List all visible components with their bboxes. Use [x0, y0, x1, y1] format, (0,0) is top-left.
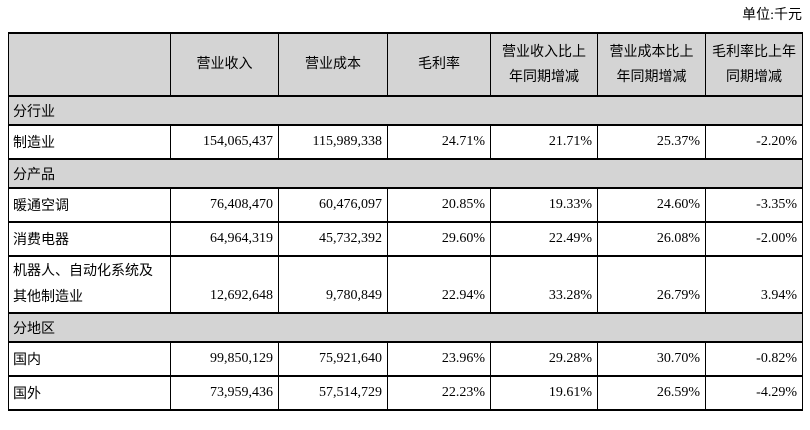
- cell-cost-yoy: 26.08%: [597, 221, 706, 257]
- cell-cost-yoy: 25.37%: [597, 124, 706, 160]
- cell-segment-label: 国内: [8, 341, 171, 377]
- cell-revenue-yoy: 33.28%: [490, 255, 598, 314]
- segment-label-line: 其他制造业: [13, 289, 83, 305]
- header-row: 营业收入 营业成本 毛利率 营业收入比上 年同期增减 营业成本比上 年同期增减 毛利…: [8, 32, 803, 97]
- header-label: 同期增减: [726, 69, 782, 85]
- header-cell-revenue: 营业收入: [170, 32, 279, 97]
- cell-revenue: 12,692,648: [170, 255, 279, 314]
- header-label: 营业收入比上: [502, 44, 586, 60]
- row-domestic: 国内 99,850,129 75,921,640 23.96% 29.28% 3…: [8, 341, 803, 377]
- cell-margin-yoy: -3.35%: [705, 187, 803, 223]
- header-label: 年同期增减: [616, 69, 687, 85]
- cell-cost-yoy: 26.79%: [597, 255, 706, 314]
- cell-cost-yoy: 24.60%: [597, 187, 706, 223]
- cell-margin-yoy: -4.29%: [705, 375, 803, 411]
- cell-revenue: 76,408,470: [170, 187, 279, 223]
- cell-segment-label: 机器人、自动化系统及 其他制造业: [8, 255, 171, 314]
- header-cell-gross-margin: 毛利率: [387, 32, 491, 97]
- cell-gross-margin: 29.60%: [387, 221, 491, 257]
- cell-revenue: 73,959,436: [170, 375, 279, 411]
- header-label: 年同期增减: [509, 69, 579, 85]
- row-manufacturing: 制造业 154,065,437 115,989,338 24.71% 21.71…: [8, 124, 803, 160]
- cell-gross-margin: 20.85%: [387, 187, 491, 223]
- cell-gross-margin: 24.71%: [387, 124, 491, 160]
- cell-margin-yoy: 3.94%: [705, 255, 803, 314]
- section-row-by-product: 分产品: [8, 158, 803, 189]
- segment-label-line: 机器人、自动化系统及: [13, 263, 153, 279]
- row-robotics-automation: 机器人、自动化系统及 其他制造业 12,692,648 9,780,849 22.…: [8, 255, 803, 314]
- row-consumer-appliances: 消费电器 64,964,319 45,732,392 29.60% 22.49%…: [8, 221, 803, 257]
- segment-revenue-table: 营业收入 营业成本 毛利率 营业收入比上 年同期增减 营业成本比上 年同期增减 毛利…: [8, 32, 803, 411]
- cell-cost: 9,780,849: [278, 255, 388, 314]
- header-label: 营业成本: [305, 57, 361, 72]
- row-overseas: 国外 73,959,436 57,514,729 22.23% 19.61% 2…: [8, 375, 803, 411]
- cell-cost: 115,989,338: [278, 124, 388, 160]
- header-cell-cost-yoy: 营业成本比上 年同期增减: [597, 32, 706, 97]
- cell-gross-margin: 23.96%: [387, 341, 491, 377]
- cell-revenue: 64,964,319: [170, 221, 279, 257]
- cell-cost: 45,732,392: [278, 221, 388, 257]
- header-label: 毛利率: [418, 57, 460, 72]
- cell-margin-yoy: -2.00%: [705, 221, 803, 257]
- cell-margin-yoy: -0.82%: [705, 341, 803, 377]
- cell-cost: 75,921,640: [278, 341, 388, 377]
- cell-cost-yoy: 30.70%: [597, 341, 706, 377]
- cell-revenue-yoy: 21.71%: [490, 124, 598, 160]
- cell-segment-label: 国外: [8, 375, 171, 411]
- header-cell-cost: 营业成本: [278, 32, 388, 97]
- cell-revenue-yoy: 19.61%: [490, 375, 598, 411]
- unit-label: 单位:千元: [742, 8, 802, 23]
- cell-cost-yoy: 26.59%: [597, 375, 706, 411]
- cell-cost: 57,514,729: [278, 375, 388, 411]
- header-cell-margin-yoy: 毛利率比上年 同期增减: [705, 32, 803, 97]
- cell-revenue-yoy: 19.33%: [490, 187, 598, 223]
- header-label: 营业成本比上: [609, 44, 694, 60]
- report-page: 单位:千元 营业收入 营业成本 毛利率 营业收入比上 年同期增减 营业成本比上 年同…: [8, 8, 803, 411]
- header-cell-revenue-yoy: 营业收入比上 年同期增减: [490, 32, 598, 97]
- cell-gross-margin: 22.94%: [387, 255, 491, 314]
- cell-cost: 60,476,097: [278, 187, 388, 223]
- cell-revenue: 154,065,437: [170, 124, 279, 160]
- row-hvac: 暖通空调 76,408,470 60,476,097 20.85% 19.33%…: [8, 187, 803, 223]
- cell-revenue: 99,850,129: [170, 341, 279, 377]
- cell-segment-label: 消费电器: [8, 221, 171, 257]
- header-label: 营业收入: [196, 57, 253, 72]
- section-row-by-industry: 分行业: [8, 95, 803, 126]
- section-title: 分地区: [8, 312, 803, 343]
- cell-margin-yoy: -2.20%: [705, 124, 803, 160]
- section-title: 分行业: [8, 95, 803, 126]
- section-title: 分产品: [8, 158, 803, 189]
- cell-gross-margin: 22.23%: [387, 375, 491, 411]
- cell-segment-label: 制造业: [8, 124, 171, 160]
- header-label: 毛利率比上年: [712, 44, 796, 60]
- cell-revenue-yoy: 22.49%: [490, 221, 598, 257]
- header-cell-empty: [8, 32, 171, 97]
- cell-segment-label: 暖通空调: [8, 187, 171, 223]
- cell-revenue-yoy: 29.28%: [490, 341, 598, 377]
- section-row-by-region: 分地区: [8, 312, 803, 343]
